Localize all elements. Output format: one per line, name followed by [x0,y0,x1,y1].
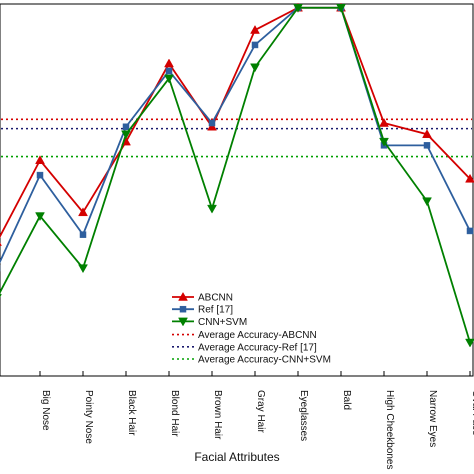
series-line-ref-17 [0,6,471,264]
legend-label-ref-17: Ref [17] [198,305,233,316]
legend-marker-ref-17 [179,305,187,313]
legend-label-average-accuracy-ref-17: Average Accuracy-Ref [17] [198,342,317,353]
point-abcnn-9 [379,118,389,127]
x-tick-label-black-hair: Black Hair [126,390,137,436]
point-abcnn-11 [465,173,474,183]
reference-lines [1,118,472,158]
plot-frame [0,3,474,377]
point-ref-17-11 [466,227,474,235]
point-cnn-svm-11 [465,338,474,348]
point-cnn-svm-5 [207,204,217,214]
point-abcnn-2 [78,207,88,217]
point-abcnn-4 [164,58,174,68]
point-cnn-svm-8 [336,3,346,13]
point-ref-17-5 [208,119,216,127]
x-tick-label-high-cheekbones: High Cheekbones [384,390,395,470]
x-tick-label-big-nose: Big Nose [40,390,51,431]
x-axis-ticks: Big Nose Pointy Nose Black Hair Blond Hair B… [39,371,474,470]
legend-label-average-accuracy-abcnn: Average Accuracy-ABCNN [198,330,317,341]
point-abcnn-1 [35,155,45,164]
point-ref-17-3 [122,123,130,131]
point-cnn-svm-9 [379,137,389,147]
point-cnn-svm-6 [250,63,260,73]
x-tick-label-oval-face: Oval Face [470,390,474,436]
legend-label-average-accuracy-cnn-svm: Average Accuracy-CNN+SVM [198,355,331,366]
point-cnn-svm-3 [121,130,131,140]
x-tick-label-brown-hair: Brown Hair [212,390,223,440]
point-ref-17-6 [251,41,259,49]
point-ref-17-4 [165,67,173,75]
series-line-cnn-svm [0,6,471,343]
legend-box [168,288,358,370]
x-tick-label-blond-hair: Blond Hair [169,390,180,437]
series-lines [0,2,474,348]
legend-label-cnn-svm: CNN+SVM [198,317,247,328]
x-tick-label-eyeglasses: Eyeglasses [298,390,309,441]
x-tick-label-pointy-nose: Pointy Nose [83,390,94,444]
point-abcnn-0 [0,242,2,246]
series-line-abcnn [0,6,471,239]
point-abcnn-6 [250,25,260,34]
legend-marker-abcnn [178,291,188,301]
point-cnn-svm-0 [0,294,2,298]
point-ref-17-1 [36,171,44,179]
point-cnn-svm-7 [293,3,303,13]
point-cnn-svm-4 [164,74,174,84]
point-ref-17-2 [79,231,87,238]
point-cnn-svm-1 [35,212,45,222]
point-abcnn-10 [422,129,432,138]
point-cnn-svm-10 [422,197,432,207]
x-tick-label-bald: Bald [341,390,352,410]
legend-label-abcnn: ABCNN [198,293,233,304]
x-axis-title: Facial Attributes [194,450,279,464]
point-ref-17-10 [423,142,431,149]
x-tick-label-narrow-eyes: Narrow Eyes [427,390,438,447]
legend-marker-cnn-svm [178,317,188,327]
x-tick-label-gray-hair: Gray Hair [255,390,266,433]
point-cnn-svm-2 [78,264,88,274]
